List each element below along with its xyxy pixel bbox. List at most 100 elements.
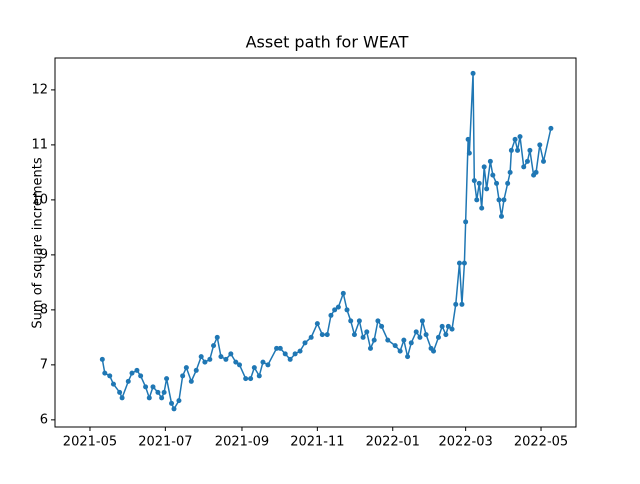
point bbox=[517, 134, 523, 140]
point bbox=[470, 70, 476, 76]
point bbox=[207, 356, 213, 362]
point bbox=[344, 307, 350, 313]
point bbox=[392, 343, 398, 349]
point bbox=[465, 136, 471, 142]
point bbox=[332, 307, 338, 313]
point bbox=[533, 169, 539, 175]
point bbox=[490, 172, 496, 178]
point bbox=[453, 301, 459, 307]
point bbox=[351, 332, 357, 338]
point bbox=[496, 197, 502, 203]
point bbox=[150, 384, 156, 390]
y-tick-label: 10 bbox=[31, 192, 48, 207]
point bbox=[265, 362, 271, 368]
point bbox=[117, 389, 123, 395]
point bbox=[364, 329, 370, 335]
point bbox=[484, 186, 490, 192]
point bbox=[202, 359, 208, 365]
point bbox=[501, 197, 507, 203]
point bbox=[479, 205, 485, 211]
x-tick-label: 2021-09 bbox=[215, 435, 269, 450]
point bbox=[527, 147, 533, 153]
point bbox=[319, 332, 325, 338]
point bbox=[155, 389, 161, 395]
y-tick-label: 7 bbox=[40, 357, 48, 372]
point bbox=[548, 125, 554, 131]
point bbox=[471, 178, 477, 184]
point bbox=[193, 367, 199, 373]
point bbox=[505, 180, 511, 186]
point bbox=[138, 373, 144, 379]
point bbox=[277, 345, 283, 351]
point bbox=[512, 136, 518, 142]
point bbox=[297, 348, 303, 354]
point bbox=[188, 378, 194, 384]
y-axis-label: Sum of square increments bbox=[31, 157, 46, 328]
point bbox=[183, 365, 189, 371]
point bbox=[176, 398, 182, 404]
point bbox=[164, 376, 170, 382]
point bbox=[107, 373, 113, 379]
y-tick-label: 12 bbox=[31, 82, 48, 97]
point bbox=[443, 332, 449, 338]
y-tick-label: 6 bbox=[40, 412, 48, 427]
point bbox=[161, 389, 167, 395]
point bbox=[328, 312, 334, 318]
point bbox=[211, 343, 217, 349]
point bbox=[237, 362, 243, 368]
point bbox=[198, 354, 204, 360]
point bbox=[169, 400, 175, 406]
point bbox=[171, 406, 177, 412]
point bbox=[507, 169, 513, 175]
point bbox=[461, 260, 467, 266]
point bbox=[385, 337, 391, 343]
point bbox=[287, 356, 293, 362]
point bbox=[423, 332, 429, 338]
point bbox=[180, 373, 186, 379]
x-tick-label: 2021-07 bbox=[138, 435, 192, 450]
point bbox=[466, 150, 472, 156]
point bbox=[375, 318, 381, 324]
point bbox=[134, 367, 140, 373]
point bbox=[348, 318, 354, 324]
x-tick-label: 2022-05 bbox=[514, 435, 568, 450]
point bbox=[282, 351, 288, 357]
point bbox=[214, 334, 220, 340]
point bbox=[445, 323, 451, 329]
point bbox=[397, 348, 403, 354]
y-tick-label: 11 bbox=[31, 137, 48, 152]
point bbox=[498, 213, 504, 219]
point bbox=[143, 384, 149, 390]
y-tick-label: 9 bbox=[40, 247, 48, 262]
point bbox=[476, 180, 482, 186]
point bbox=[218, 354, 224, 360]
point bbox=[129, 370, 135, 376]
point bbox=[243, 376, 249, 382]
point bbox=[408, 340, 414, 346]
point bbox=[515, 147, 521, 153]
point bbox=[524, 158, 530, 164]
x-tick-label: 2021-05 bbox=[63, 435, 117, 450]
point bbox=[474, 197, 480, 203]
point bbox=[508, 147, 514, 153]
point bbox=[379, 323, 385, 329]
point bbox=[401, 337, 407, 343]
x-tick-label: 2022-01 bbox=[366, 435, 420, 450]
point bbox=[481, 164, 487, 170]
point bbox=[371, 337, 377, 343]
point bbox=[335, 304, 341, 310]
x-tick-label: 2021-11 bbox=[290, 435, 344, 450]
point bbox=[356, 318, 362, 324]
point bbox=[314, 321, 320, 327]
point bbox=[308, 334, 314, 340]
point bbox=[413, 329, 419, 335]
point bbox=[256, 373, 262, 379]
point bbox=[431, 348, 437, 354]
point bbox=[417, 334, 423, 340]
x-tick-label: 2022-03 bbox=[438, 435, 492, 450]
point bbox=[419, 318, 425, 324]
point bbox=[119, 395, 125, 401]
point bbox=[125, 378, 131, 384]
